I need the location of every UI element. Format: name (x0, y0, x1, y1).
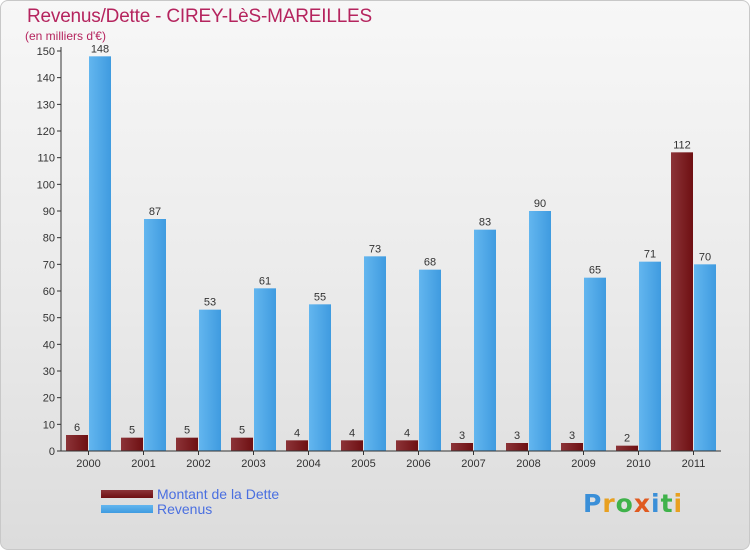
data-label-dette-2000: 6 (74, 422, 80, 434)
bar-revenus-2000 (89, 56, 111, 451)
data-label-dette-2009: 3 (569, 430, 575, 442)
bar-dette-2006 (396, 440, 418, 451)
y-tick-label: 30 (43, 366, 55, 378)
legend-swatch-revenus (101, 505, 153, 513)
data-label-revenus-2002: 53 (204, 297, 216, 309)
data-label-dette-2004: 4 (294, 427, 300, 439)
data-label-revenus-2004: 55 (314, 291, 326, 303)
y-tick-label: 90 (43, 206, 55, 218)
bar-dette-2002 (176, 437, 198, 451)
y-tick-label: 150 (37, 46, 55, 58)
data-label-dette-2003: 5 (239, 425, 245, 437)
x-tick-label-2003: 2003 (241, 458, 265, 470)
bar-revenus-2003 (254, 288, 276, 451)
bar-dette-2003 (231, 437, 253, 451)
bar-dette-2008 (506, 443, 528, 451)
x-tick-label-2008: 2008 (516, 458, 540, 470)
bar-dette-2005 (341, 440, 363, 451)
x-tick-label-2011: 2011 (682, 458, 706, 470)
data-label-dette-2002: 5 (184, 425, 190, 437)
data-label-dette-2011: 112 (673, 139, 691, 151)
x-tick-label-2010: 2010 (626, 458, 650, 470)
data-label-dette-2007: 3 (459, 430, 465, 442)
chart-subtitle: (en milliers d'€) (25, 29, 106, 43)
legend-label-dette: Montant de la Dette (157, 486, 280, 502)
bar-revenus-2002 (199, 309, 221, 451)
bar-dette-2000 (66, 435, 88, 451)
y-tick-label: 70 (43, 259, 55, 271)
proxiti-logo: Proxiti (583, 489, 684, 518)
bar-revenus-2008 (529, 211, 551, 451)
x-tick-label-2004: 2004 (296, 458, 320, 470)
chart-title: Revenus/Dette - CIREY-LèS-MAREILLES (27, 6, 373, 27)
data-label-revenus-2001: 87 (149, 206, 161, 218)
bar-revenus-2011 (694, 264, 716, 451)
bar-revenus-2005 (364, 256, 386, 451)
data-label-dette-2006: 4 (404, 427, 410, 439)
legend-label-revenus: Revenus (157, 501, 213, 517)
x-tick-label-2006: 2006 (406, 458, 430, 470)
bar-revenus-2001 (144, 219, 166, 451)
x-tick-label-2001: 2001 (131, 458, 155, 470)
bar-revenus-2007 (474, 229, 496, 451)
data-label-revenus-2006: 68 (424, 257, 436, 269)
y-tick-label: 60 (43, 286, 55, 298)
bar-dette-2011 (671, 152, 693, 452)
y-tick-label: 120 (37, 126, 55, 138)
y-tick-label: 40 (43, 339, 55, 351)
data-label-revenus-2010: 71 (644, 249, 656, 261)
bar-dette-2010 (616, 445, 638, 451)
bar-revenus-2010 (639, 261, 661, 451)
bar-revenus-2004 (309, 304, 331, 451)
data-label-revenus-2009: 65 (589, 265, 601, 277)
data-label-revenus-2007: 83 (479, 217, 491, 229)
y-tick-label: 100 (37, 179, 55, 191)
y-tick-label: 110 (37, 153, 55, 165)
x-tick-label-2005: 2005 (351, 458, 375, 470)
y-tick-label: 0 (49, 446, 55, 458)
bar-dette-2004 (286, 440, 308, 451)
data-label-revenus-2011: 70 (699, 251, 711, 263)
data-label-dette-2008: 3 (514, 430, 520, 442)
y-tick-label: 50 (43, 313, 55, 325)
data-label-revenus-2008: 90 (534, 198, 546, 210)
bar-dette-2007 (451, 443, 473, 451)
bar-dette-2001 (121, 437, 143, 451)
y-tick-label: 20 (43, 393, 55, 405)
bar-revenus-2006 (419, 269, 441, 451)
data-label-revenus-2003: 61 (259, 275, 271, 287)
data-label-revenus-2000: 148 (91, 43, 109, 55)
y-tick-label: 80 (43, 233, 55, 245)
x-tick-label-2007: 2007 (461, 458, 485, 470)
legend-swatch-dette (101, 490, 153, 498)
x-tick-label-2002: 2002 (186, 458, 210, 470)
x-tick-label-2009: 2009 (571, 458, 595, 470)
data-label-dette-2010: 2 (624, 433, 630, 445)
bar-revenus-2009 (584, 277, 606, 451)
data-label-dette-2001: 5 (129, 425, 135, 437)
bar-dette-2009 (561, 443, 583, 451)
x-tick-label-2000: 2000 (76, 458, 100, 470)
data-label-revenus-2005: 73 (369, 243, 381, 255)
data-label-dette-2005: 4 (349, 427, 355, 439)
y-tick-label: 130 (37, 99, 55, 111)
y-tick-label: 140 (37, 73, 55, 85)
y-tick-label: 10 (43, 419, 55, 431)
